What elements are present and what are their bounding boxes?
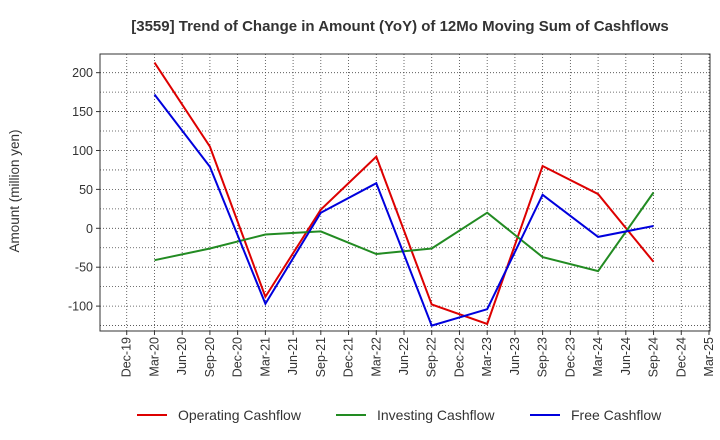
- x-tick-label: Dec-20: [231, 337, 245, 377]
- y-tick-label: 150: [72, 105, 93, 119]
- x-tick-label: Sep-23: [536, 337, 550, 377]
- x-tick-label: Sep-22: [425, 337, 439, 377]
- x-tick-label: Mar-23: [480, 337, 494, 377]
- legend: Operating Cashflow Investing Cashflow Free…: [137, 407, 662, 423]
- y-tick-label: -50: [75, 261, 93, 275]
- x-tick-label: Sep-21: [314, 337, 328, 377]
- grid-lines: [100, 54, 710, 331]
- x-tick-label: Sep-24: [647, 337, 661, 377]
- x-tick-label: Jun-23: [508, 337, 522, 375]
- x-tick-label: Mar-22: [369, 337, 383, 377]
- x-tick-label: Dec-19: [120, 337, 134, 377]
- x-tick-label: Mar-25: [702, 337, 716, 377]
- series-line-free-cashflow: [153, 93, 654, 327]
- series-lines: [153, 62, 655, 327]
- x-tick-label: Sep-20: [203, 337, 217, 377]
- y-tick-label: 50: [79, 183, 93, 197]
- x-tick-label: Mar-21: [258, 337, 272, 377]
- x-tick-label: Jun-21: [286, 337, 300, 375]
- y-tick-label: 0: [86, 222, 93, 236]
- series-line-investing-cashflow: [154, 191, 655, 273]
- x-tick-label: Jun-20: [175, 337, 189, 375]
- x-tick-label: Dec-23: [563, 337, 577, 377]
- x-tick-label: Mar-20: [147, 337, 161, 377]
- legend-label-operating-cashflow: Operating Cashflow: [178, 407, 302, 423]
- chart-title: [3559] Trend of Change in Amount (YoY) o…: [131, 18, 669, 35]
- y-tick-label: 200: [72, 66, 93, 80]
- y-tick-label: -100: [68, 300, 93, 314]
- legend-label-free-cashflow: Free Cashflow: [571, 407, 662, 423]
- x-tick-label: Mar-24: [591, 337, 605, 377]
- x-tick-label: Jun-24: [619, 337, 633, 375]
- series-line-operating-cashflow: [153, 62, 655, 326]
- x-tick-label: Dec-21: [342, 337, 356, 377]
- x-tick-label: Jun-22: [397, 337, 411, 375]
- x-tick-label: Dec-24: [674, 337, 688, 377]
- y-tick-label: 100: [72, 144, 93, 158]
- plot-frame: [99, 53, 711, 332]
- x-tick-label: Dec-22: [452, 337, 466, 377]
- y-tick-labels: -100 -50 0 50 100 150 200: [68, 66, 100, 314]
- x-tick-labels: Dec-19 Mar-20 Jun-20 Sep-20 Dec-20 Mar-21 Jun-…: [120, 331, 716, 377]
- legend-label-investing-cashflow: Investing Cashflow: [377, 407, 495, 423]
- y-axis-label: Amount (million yen): [7, 129, 22, 252]
